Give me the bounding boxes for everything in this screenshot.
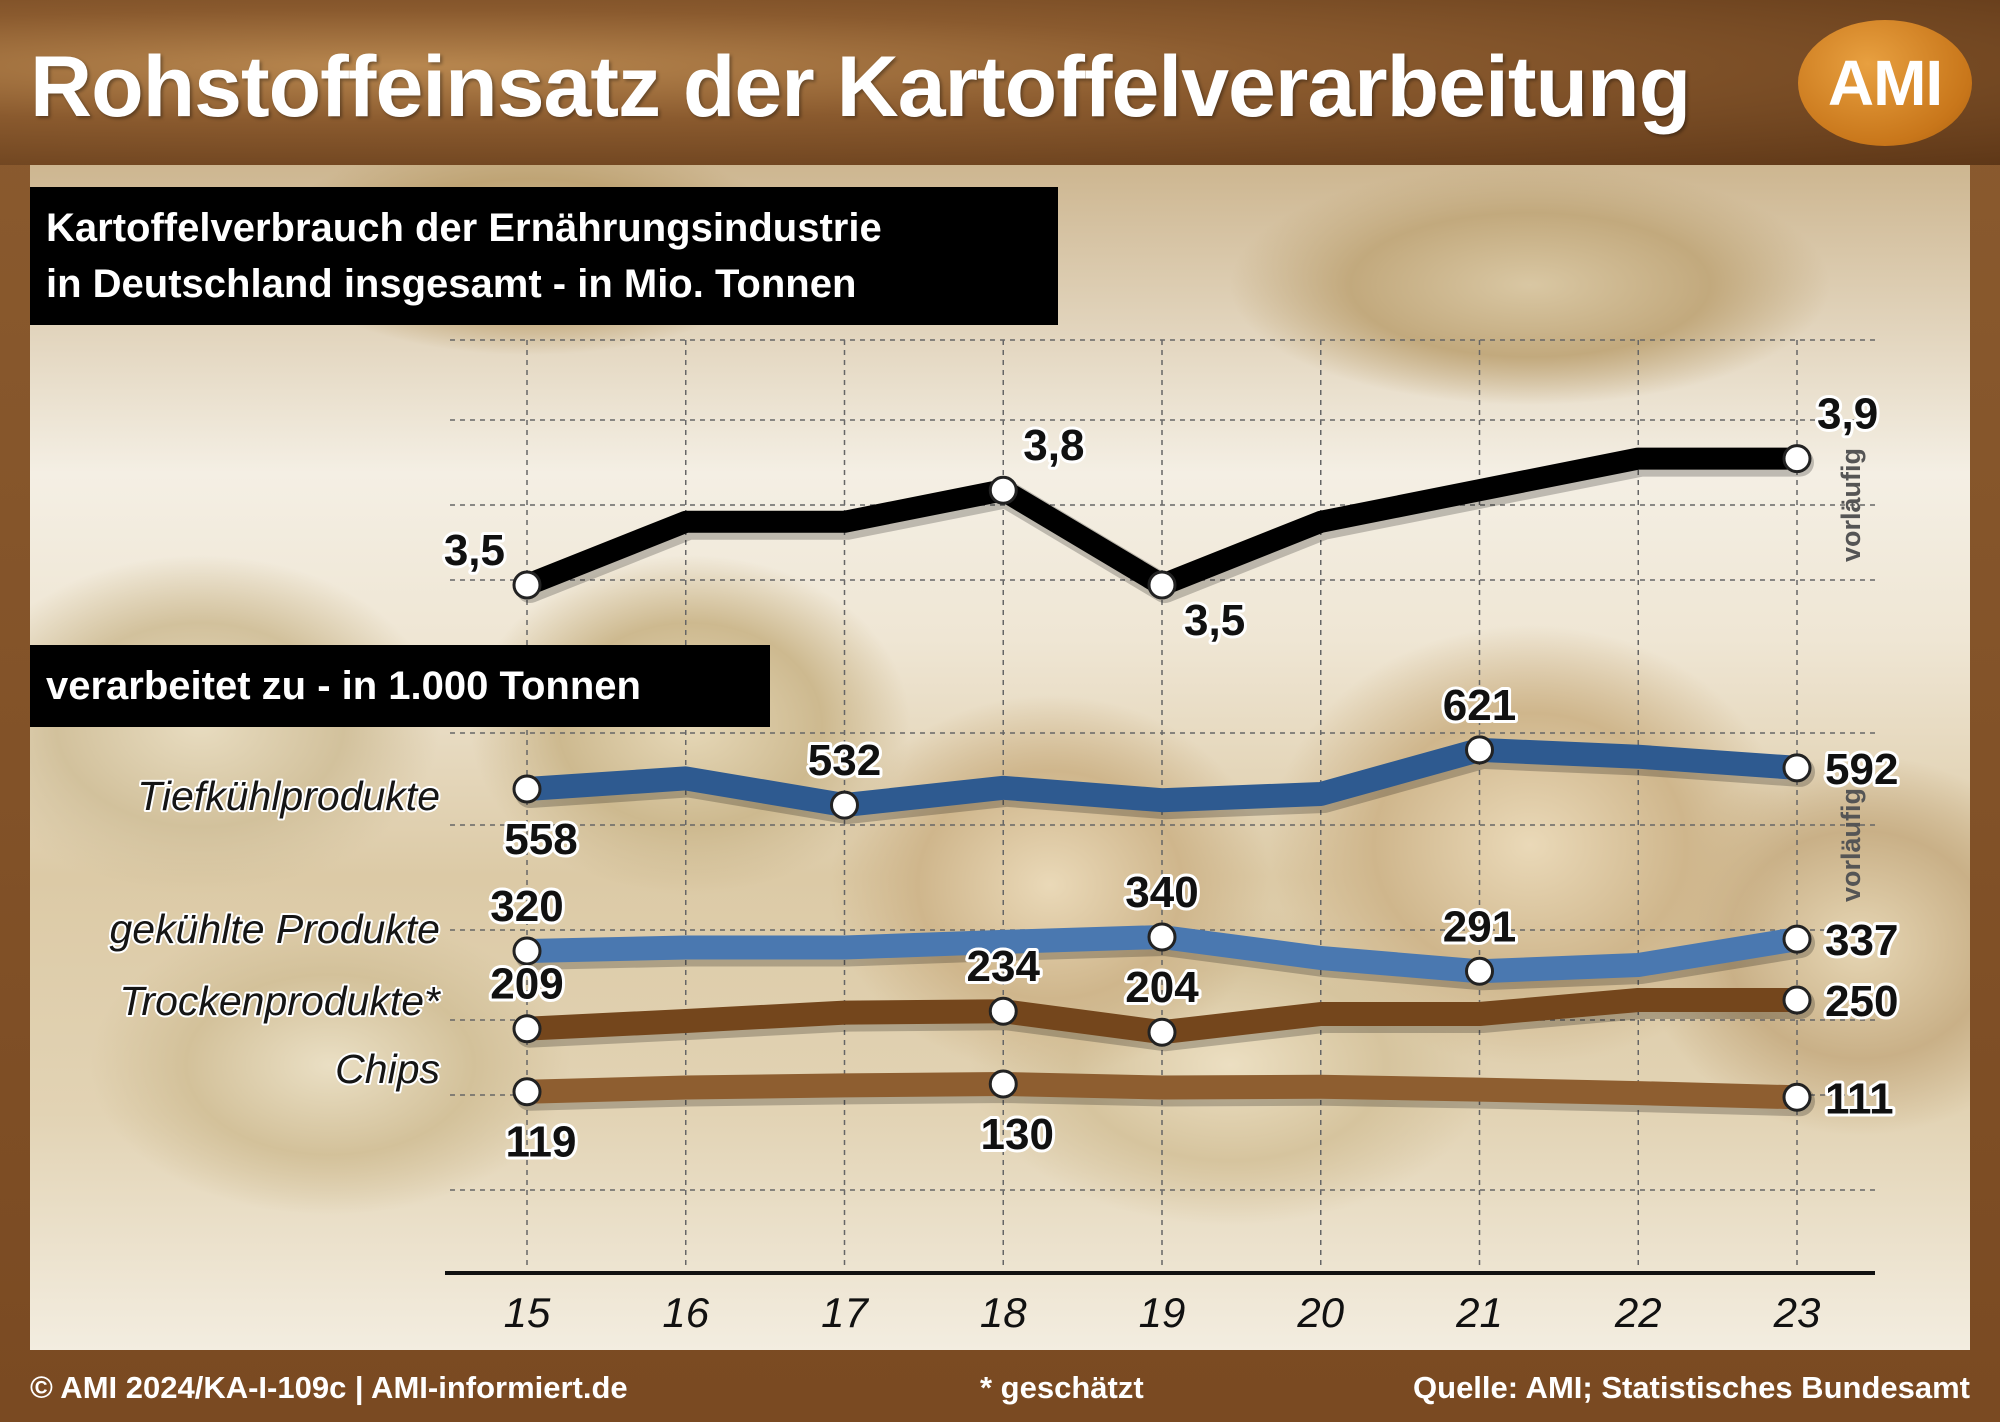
gekuehlt-marker-19 — [1147, 922, 1177, 952]
gekuehlt-marker-21 — [1465, 956, 1494, 986]
gekuehlt-value-label-19: 340 — [1125, 868, 1198, 917]
logo-text: AMI — [1827, 47, 1943, 119]
x-tick-label-15: 15 — [504, 1289, 551, 1336]
chips-series-name: Chips — [335, 1046, 440, 1092]
x-tick-label-18: 18 — [980, 1289, 1027, 1336]
gekuehlt-series-name: gekühlte Produkte — [109, 906, 440, 952]
gekuehlt-value-label-21: 291 — [1443, 902, 1516, 951]
chips-marker-18 — [988, 1069, 1018, 1099]
total-marker-18 — [988, 475, 1018, 505]
total-marker-19 — [1147, 570, 1177, 600]
x-tick-label-21: 21 — [1455, 1289, 1503, 1336]
trocken-value-label-15: 209 — [490, 960, 563, 1009]
tiefkuehl-value-label-23: 592 — [1825, 745, 1898, 794]
trocken-value-label-23: 250 — [1825, 977, 1898, 1026]
total-value-label-23: 3,9 — [1817, 390, 1878, 439]
x-tick-label-16: 16 — [662, 1289, 709, 1336]
page-title: Rohstoffeinsatz der Kartoffelverarbeitun… — [30, 39, 1691, 135]
total-title-line2: in Deutschland insgesamt - in Mio. Tonne… — [46, 262, 857, 306]
processed-chart-title: verarbeitet zu - in 1.000 Tonnen — [30, 645, 770, 727]
tiefkuehl-marker-17 — [830, 790, 859, 820]
total-value-label-15: 3,5 — [444, 526, 505, 575]
tiefkuehl-marker-15 — [512, 774, 542, 804]
chips-value-label-23: 111 — [1825, 1074, 1894, 1123]
provisional-note-total: vorläufig — [1836, 448, 1866, 562]
tiefkuehl-value-label-21: 621 — [1443, 681, 1516, 730]
trocken-marker-23 — [1782, 985, 1812, 1015]
chips-value-label-18: 130 — [981, 1110, 1054, 1159]
total-value-label-18: 3,8 — [1023, 421, 1084, 470]
tiefkuehl-series-name: Tiefkühlprodukte — [137, 773, 440, 819]
trocken-marker-15 — [512, 1014, 542, 1044]
x-tick-label-23: 23 — [1773, 1289, 1821, 1336]
trocken-value-label-19: 204 — [1125, 963, 1199, 1012]
tiefkuehl-value-label-15: 558 — [504, 815, 577, 864]
x-tick-label-22: 22 — [1614, 1289, 1662, 1336]
provisional-note-processed: vorläufig — [1836, 788, 1866, 902]
trocken-series-name: Trockenprodukte* — [119, 978, 442, 1024]
total-value-label-19: 3,5 — [1184, 596, 1245, 645]
total-chart-title: Kartoffelverbrauch der Ernährungsindustr… — [30, 187, 1058, 325]
gekuehlt-value-label-23: 337 — [1825, 916, 1898, 965]
line-chart: 15 16 17 18 19 20 21 22 23 3,5 3,8 3,5 3,9 558 532 621 5… — [107, 339, 1901, 1336]
ami-logo: AMI — [1798, 20, 1972, 146]
chart-panel: 15 16 17 18 19 20 21 22 23 3,5 3,8 3,5 3,9 558 532 621 5… — [30, 165, 1970, 1350]
trocken-marker-19 — [1147, 1017, 1177, 1047]
gekuehlt-marker-15 — [512, 936, 542, 966]
header-band: Rohstoffeinsatz der Kartoffelverarbeitun… — [0, 0, 2000, 165]
footer: © AMI 2024/KA-I-109c | AMI-informiert.de… — [0, 1350, 2000, 1422]
tiefkuehl-marker-23 — [1782, 753, 1812, 783]
chips-value-label-15: 119 — [506, 1118, 577, 1167]
chips-line — [515, 1072, 1809, 1110]
total-marker-15 — [512, 570, 542, 600]
gekuehlt-marker-23 — [1782, 924, 1812, 954]
footer-copyright: © AMI 2024/KA-I-109c | AMI-informiert.de — [30, 1370, 628, 1405]
tiefkuehl-value-label-17: 532 — [808, 736, 881, 785]
tiefkuehl-line — [515, 737, 1809, 818]
total-title-line1: Kartoffelverbrauch der Ernährungsindustr… — [46, 206, 882, 250]
trocken-value-label-18: 234 — [967, 942, 1041, 991]
tiefkuehl-marker-21 — [1465, 735, 1494, 765]
x-tick-label-19: 19 — [1139, 1289, 1186, 1336]
x-tick-label-20: 20 — [1296, 1289, 1344, 1336]
total-marker-23 — [1782, 444, 1812, 474]
trocken-marker-18 — [988, 996, 1018, 1026]
chips-marker-15 — [512, 1077, 542, 1107]
chips-marker-23 — [1782, 1082, 1812, 1112]
gekuehlt-value-label-15: 320 — [490, 882, 563, 931]
footer-source: Quelle: AMI; Statistisches Bundesamt — [1413, 1370, 1970, 1405]
footer-estimated-note: * geschätzt — [980, 1370, 1144, 1405]
x-tick-label-17: 17 — [821, 1289, 869, 1336]
